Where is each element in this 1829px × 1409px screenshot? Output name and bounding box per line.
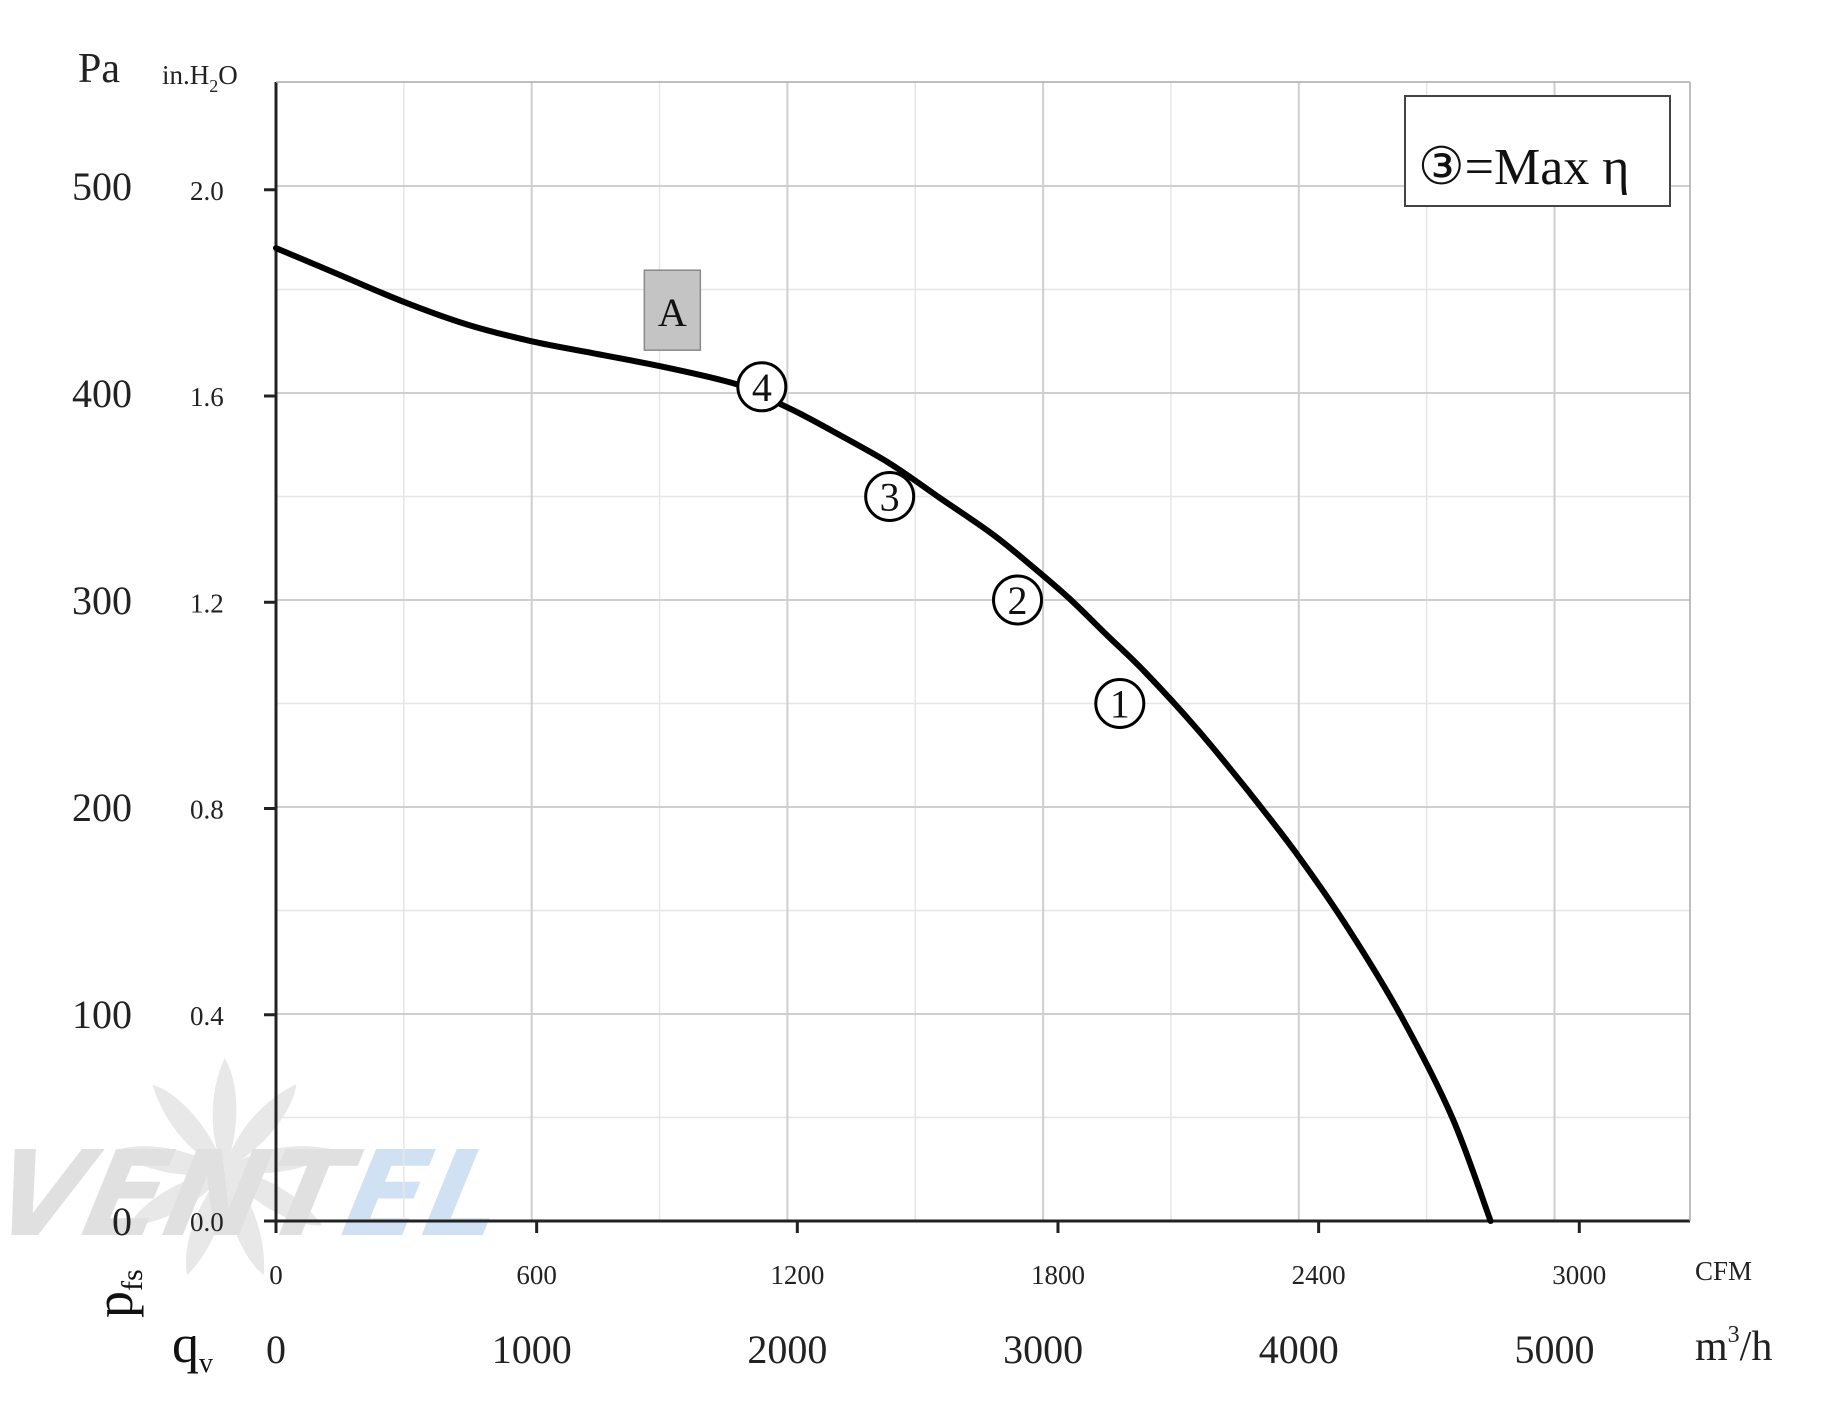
fan-logo-icon: [114, 1058, 335, 1276]
y-tick-label-pa: 500: [72, 164, 132, 209]
x-unit-m3h-tail: /h: [1740, 1324, 1773, 1370]
operating-points: 4 3 2 1: [736, 361, 1146, 729]
y-tick-label-inh2o: 1.6: [190, 382, 224, 412]
legend-text: ③=Max η: [1418, 139, 1629, 196]
y-unit-inh2o: in.H2O: [162, 60, 238, 96]
y-symbol-base: p: [84, 1291, 144, 1318]
y-tick-label-pa: 100: [72, 992, 132, 1037]
operating-point-label: 2: [1008, 578, 1028, 623]
y-symbol-sub: fs: [116, 1269, 149, 1291]
fan-blade-icon: [224, 1170, 265, 1275]
y-axis-symbol: pfs: [84, 1269, 149, 1318]
fan-blade-icon: [114, 1146, 225, 1175]
fan-blade-icon: [152, 1084, 225, 1170]
y-tick-label-pa: 300: [72, 578, 132, 623]
operating-point-circle: [736, 361, 788, 413]
operating-point-circle: [992, 574, 1044, 626]
operating-point-4: 4: [736, 361, 788, 413]
y-tick-label-inh2o: 0.8: [190, 795, 224, 825]
x-symbol-base: q: [172, 1314, 199, 1374]
legend-label: =Max η: [1465, 139, 1630, 196]
operating-point-label: 1: [1110, 682, 1130, 727]
svg-text:VENTEL: VENTEL: [0, 1126, 518, 1263]
y-axis-tick-labels-inh2o: 0.0 0.4 0.8 1.2 1.6 2.0: [190, 176, 224, 1237]
fan-blade-icon: [212, 1058, 237, 1170]
y-tick-label-inh2o: 0.0: [190, 1207, 224, 1237]
watermark-text-part1: VENT: [0, 1126, 370, 1263]
x-tick-label-cfm: 1800: [1031, 1260, 1085, 1290]
x-axis-symbol: qv: [172, 1314, 213, 1379]
fan-blade-icon: [225, 1146, 335, 1174]
operating-point-label: 4: [752, 365, 772, 410]
x-unit-m3h: m3/h: [1695, 1322, 1772, 1370]
x-tick-label-m3h: 5000: [1515, 1327, 1595, 1372]
y-tick-label-pa: 0: [112, 1199, 132, 1244]
x-tick-label-cfm: 1200: [770, 1260, 824, 1290]
x-tick-label-m3h: 3000: [1003, 1327, 1083, 1372]
watermark-logo: VENTEL: [0, 1058, 518, 1276]
legend-symbol: ③: [1418, 139, 1465, 196]
x-tick-label-cfm: 600: [516, 1260, 557, 1290]
x-tick-label-cfm: 0: [269, 1260, 283, 1290]
x-tick-label-m3h: 2000: [747, 1327, 827, 1372]
watermark-text-part2: EL: [333, 1126, 518, 1263]
x-unit-cfm: CFM: [1695, 1256, 1752, 1286]
y-tick-label-inh2o: 1.2: [190, 588, 224, 618]
axis-tick-marks: [264, 188, 1581, 1233]
curve-label-box: [643, 269, 702, 351]
curve-label-a: A: [643, 269, 702, 351]
fan-blade-icon: [225, 1170, 323, 1226]
fan-blade-icon: [185, 1170, 226, 1276]
x-unit-m3h-base: m: [1695, 1324, 1728, 1370]
x-tick-label-cfm: 3000: [1552, 1260, 1606, 1290]
curve-label-text: A: [658, 290, 687, 335]
x-symbol-sub: v: [199, 1348, 213, 1379]
y-unit-inh2o-tail: O: [218, 60, 238, 90]
operating-point-label: 3: [880, 475, 900, 520]
y-axis-tick-labels-pa: 0 100 200 300 400 500: [72, 164, 132, 1244]
fan-blade-icon: [225, 1083, 297, 1170]
legend-box: ③=Max η: [1404, 95, 1671, 207]
x-tick-label-m3h: 1000: [492, 1327, 572, 1372]
minor-grid: [276, 82, 1690, 1221]
fan-blade-icon: [128, 1170, 225, 1227]
operating-point-2: 2: [992, 574, 1044, 626]
operating-point-1: 1: [1094, 678, 1146, 729]
y-tick-label-pa: 200: [72, 785, 132, 830]
y-unit-inh2o-base: in.H: [162, 60, 209, 90]
x-unit-m3h-sup: 3: [1728, 1322, 1740, 1348]
y-tick-label-pa: 400: [72, 371, 132, 416]
y-unit-inh2o-sub: 2: [209, 76, 218, 96]
x-axis-tick-labels-cfm: 0 600 1200 1800 2400 3000: [269, 1260, 1606, 1290]
x-axis-tick-labels-m3h: 0 1000 2000 3000 4000 5000: [266, 1327, 1595, 1372]
major-grid: [276, 82, 1690, 1221]
x-tick-label-cfm: 2400: [1292, 1260, 1346, 1290]
x-tick-label-m3h: 4000: [1259, 1327, 1339, 1372]
y-tick-label-inh2o: 2.0: [190, 176, 224, 206]
operating-point-circle: [864, 471, 916, 522]
operating-point-circle: [1094, 678, 1146, 729]
x-tick-label-m3h: 0: [266, 1327, 286, 1372]
operating-point-3: 3: [864, 471, 916, 522]
pressure-curve-a: [273, 245, 1494, 1224]
y-unit-pa: Pa: [78, 46, 120, 92]
y-tick-label-inh2o: 0.4: [190, 1001, 224, 1031]
